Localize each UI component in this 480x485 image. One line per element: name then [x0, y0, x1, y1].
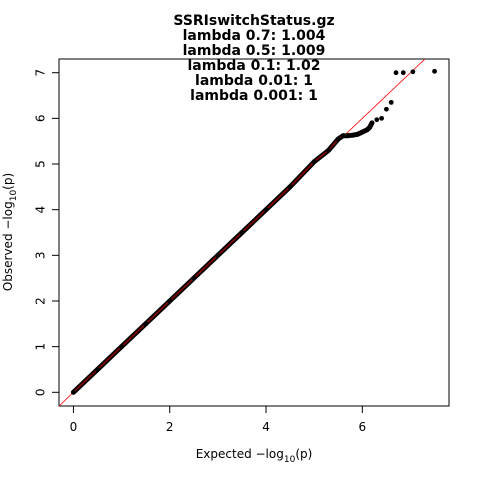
data-point	[350, 133, 355, 138]
title-line-1: SSRIswitchStatus.gz	[173, 13, 334, 29]
data-point	[215, 253, 220, 258]
data-points	[71, 69, 437, 395]
x-tick-label: 6	[359, 420, 367, 434]
data-point	[345, 133, 350, 138]
data-point	[341, 133, 346, 138]
data-point	[326, 148, 331, 153]
title-line-3: lambda 0.5: 1.009	[183, 43, 326, 59]
data-point	[240, 230, 245, 235]
data-point	[384, 107, 389, 112]
x-axis-ticks: 0 2 4 6	[70, 406, 367, 434]
data-point	[119, 344, 124, 349]
data-point	[355, 132, 360, 137]
y-tick-label: 4	[34, 206, 48, 214]
data-point	[312, 159, 317, 164]
data-point	[360, 130, 365, 135]
y-axis-label-prefix: Observed −log	[1, 201, 15, 291]
data-point	[95, 367, 100, 372]
title-line-6: lambda 0.001: 1	[190, 88, 318, 104]
data-point	[143, 321, 148, 326]
y-axis-label-subscript: 10	[9, 190, 19, 202]
x-axis-label: Expected −log10(p)	[196, 447, 313, 465]
y-axis-ticks: 0 1 2 3 4 5 6 7	[34, 69, 60, 396]
x-axis-label-prefix: Expected −log	[196, 447, 284, 461]
data-point	[379, 116, 384, 121]
y-tick-label: 3	[34, 252, 48, 260]
x-tick-label: 4	[262, 420, 270, 434]
x-axis-label-suffix: (p)	[295, 447, 312, 461]
data-point	[374, 117, 379, 122]
plot-frame	[59, 59, 449, 406]
title-line-2: lambda 0.7: 1.004	[183, 28, 326, 44]
data-point	[191, 276, 196, 281]
title-line-4: lambda 0.1: 1.02	[187, 58, 320, 74]
y-tick-label: 6	[34, 115, 48, 123]
data-point	[394, 70, 399, 75]
data-point	[336, 137, 341, 142]
data-point	[288, 184, 293, 189]
data-point	[389, 100, 394, 105]
data-point	[367, 125, 372, 130]
y-tick-label: 5	[34, 160, 48, 168]
x-tick-label: 0	[70, 420, 78, 434]
y-tick-label: 0	[34, 388, 48, 396]
data-point	[71, 390, 76, 395]
data-point	[370, 121, 375, 126]
data-point	[432, 69, 437, 74]
data-point	[401, 70, 406, 75]
title-line-5: lambda 0.01: 1	[195, 73, 313, 89]
y-axis-label: Observed −log10(p)	[1, 173, 19, 291]
y-tick-label: 1	[34, 343, 48, 351]
data-point	[410, 69, 415, 74]
y-tick-label: 2	[34, 297, 48, 305]
x-axis-label-subscript: 10	[284, 455, 296, 465]
data-point	[264, 207, 269, 212]
y-axis-label-suffix: (p)	[1, 173, 15, 190]
points-trail-outline	[73, 123, 372, 392]
data-point	[167, 299, 172, 304]
x-tick-label: 2	[166, 420, 174, 434]
y-tick-label: 7	[34, 69, 48, 77]
